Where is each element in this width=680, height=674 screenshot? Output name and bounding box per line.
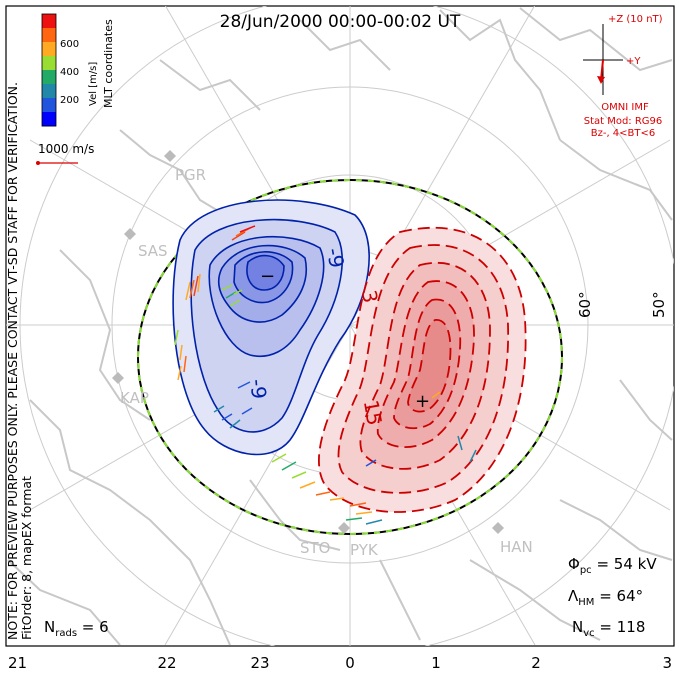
contour-label-pos-2: 15 — [359, 398, 387, 427]
contour-labels: -9 -9 3 15 − + — [246, 246, 431, 427]
stat-n-vc: Nvc = 118 — [572, 618, 645, 639]
station-marker — [164, 150, 176, 162]
station-marker — [112, 372, 124, 384]
mlt-tick-0: 0 — [345, 654, 355, 672]
negative-cell — [172, 199, 370, 456]
mlt-tick-21: 21 — [8, 654, 27, 672]
contour-label-neg: -9 — [322, 246, 349, 270]
station-labels: PGR SAS KAP STO PYK HAN — [120, 166, 533, 559]
stat-lambda-hm: ΛHM = 64° — [568, 587, 643, 608]
hm-boundary-dash — [137, 179, 563, 535]
vector-group-dusk-b — [185, 273, 201, 301]
mlt-tick-2: 2 — [531, 654, 541, 672]
station-label-pyk: PYK — [350, 541, 379, 559]
potential-max-marker: + — [415, 391, 430, 412]
station-marker — [124, 228, 136, 240]
imf-indicator: +Z (10 nT) +Y OMNI IMF Stat Mod: RG96 Bz… — [583, 14, 663, 139]
latitude-labels: 60° 50° — [576, 291, 668, 318]
colorbar-band — [42, 112, 56, 127]
reference-vector: 1000 m/s — [36, 142, 94, 165]
fit-order-note: FitOrder: 8, mapEX format — [19, 476, 34, 640]
vector-group-midnight — [271, 453, 383, 525]
mlt-tick-3: 3 — [662, 654, 672, 672]
vector-group-dusk-a — [231, 225, 256, 241]
plot-title: 28/Jun/2000 00:00-00:02 UT — [220, 12, 461, 32]
station-label-han: HAN — [500, 538, 533, 556]
colorbar-band — [42, 14, 56, 29]
coordinate-system-label: MLT coordinates — [102, 19, 115, 108]
station-label-kap: KAP — [120, 389, 149, 407]
vector-group-dusk-e — [213, 381, 253, 429]
coastlines — [7, 7, 673, 646]
colorbar-band — [42, 28, 56, 43]
imf-condition: Bz-, 4<BT<6 — [591, 128, 656, 139]
colorbar-tick-200: 200 — [60, 95, 79, 106]
velocity-colorbar: 600 400 200 Vel [m/s] — [41, 13, 99, 127]
colorbar-label: Vel [m/s] — [88, 62, 99, 106]
lat-label-50: 50° — [650, 291, 668, 318]
colorbar-band — [42, 84, 56, 99]
station-label-sto: STO — [300, 539, 331, 557]
mlt-tick-23: 23 — [250, 654, 269, 672]
vector-group-dusk-d — [174, 329, 187, 381]
mlt-tick-22: 22 — [157, 654, 176, 672]
contour-label-neg-2: -9 — [246, 378, 272, 400]
station-marker — [338, 522, 350, 534]
map-statistics: Φpc = 54 kV ΛHM = 64° Nvc = 118 Nrads = … — [44, 555, 657, 639]
contour-label-pos: 3 — [357, 288, 383, 305]
mlt-tick-1: 1 — [431, 654, 441, 672]
reference-vector-label: 1000 m/s — [38, 142, 94, 156]
imf-source: OMNI IMF — [601, 102, 649, 113]
station-label-sas: SAS — [138, 242, 168, 260]
colorbar-band — [42, 56, 56, 71]
imf-z-label: +Z (10 nT) — [608, 14, 663, 25]
positive-cell — [318, 227, 527, 513]
colorbar-tick-400: 400 — [60, 67, 79, 78]
potential-min-marker: − — [260, 266, 275, 287]
vector-group-dusk-c — [221, 284, 243, 307]
stat-n-rads: Nrads = 6 — [44, 618, 109, 639]
imf-y-label: +Y — [626, 56, 641, 67]
vector-group-dawn — [365, 391, 477, 467]
stat-phi-pc: Φpc = 54 kV — [568, 555, 657, 576]
preview-note: NOTE: FOR PREVIEW PURPOSES ONLY. PLEASE … — [5, 82, 20, 640]
colorbar-tick-600: 600 — [60, 39, 79, 50]
imf-model: Stat Mod: RG96 — [584, 116, 663, 127]
colorbar-band — [42, 42, 56, 57]
colorbar-band — [42, 70, 56, 85]
mlt-axis: 21 22 23 0 1 2 3 — [8, 654, 672, 672]
colorbar-band — [42, 98, 56, 113]
lat-label-60: 60° — [576, 291, 594, 318]
velocity-vectors — [174, 225, 477, 525]
station-marker — [492, 522, 504, 534]
station-label-pgr: PGR — [175, 166, 206, 184]
radar-markers — [112, 150, 504, 534]
